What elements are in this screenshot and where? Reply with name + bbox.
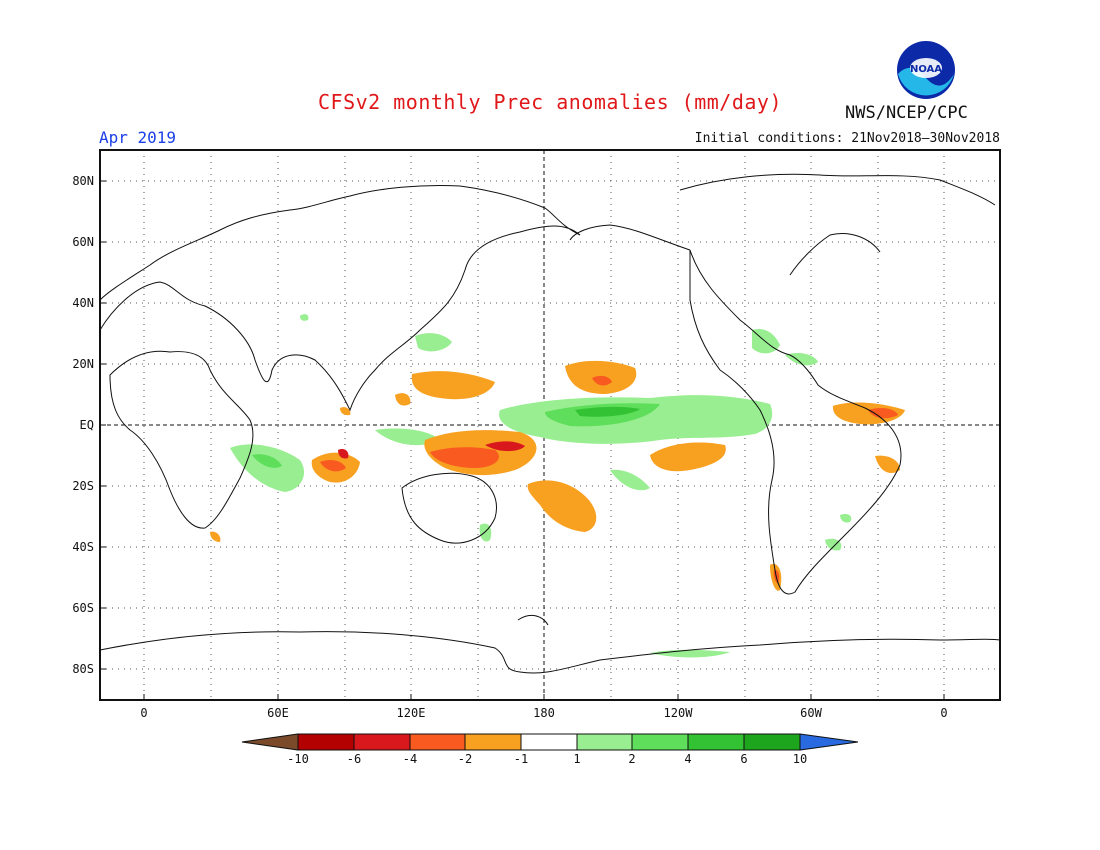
agency-label: NWS/NCEP/CPC bbox=[845, 103, 968, 123]
lat-label-40s: 40S bbox=[72, 540, 94, 554]
map-title: CFSv2 monthly Prec anomalies (mm/day) bbox=[317, 90, 783, 114]
colorbar-label: 6 bbox=[740, 752, 748, 766]
lat-label-60s: 60S bbox=[72, 601, 94, 615]
colorbar-label: 2 bbox=[628, 752, 636, 766]
lon-label-120e: 120E bbox=[396, 706, 426, 720]
coastlines bbox=[99, 173, 1001, 674]
colorbar bbox=[241, 733, 859, 751]
lat-label-80n: 80N bbox=[72, 174, 94, 188]
lat-label-60n: 60N bbox=[72, 235, 94, 249]
lon-label-0-east: 0 bbox=[940, 706, 948, 720]
colorbar-label: -4 bbox=[402, 752, 418, 766]
lat-label-eq: EQ bbox=[79, 418, 94, 432]
lat-label-20n: 20N bbox=[72, 357, 94, 371]
lat-label-40n: 40N bbox=[72, 296, 94, 310]
lon-label-0-west: 0 bbox=[140, 706, 148, 720]
colorbar-label: 1 bbox=[573, 752, 581, 766]
colorbar-arrow-low bbox=[241, 733, 299, 751]
noaa-logo-text: NOAA bbox=[910, 64, 942, 75]
colorbar-label: -2 bbox=[457, 752, 473, 766]
tick-marks bbox=[100, 180, 945, 700]
positive-anomalies bbox=[230, 314, 852, 658]
colorbar-label: -6 bbox=[346, 752, 362, 766]
lon-label-60w: 60W bbox=[800, 706, 822, 720]
colorbar-label: -1 bbox=[513, 752, 529, 766]
lon-label-60e: 60E bbox=[267, 706, 289, 720]
lon-label-120w: 120W bbox=[663, 706, 693, 720]
colorbar-label: -10 bbox=[287, 752, 309, 766]
colorbar-label: 4 bbox=[684, 752, 692, 766]
initial-conditions: Initial conditions: 21Nov2018–30Nov2018 bbox=[694, 131, 1000, 146]
colorbar-label: 10 bbox=[792, 752, 808, 766]
lat-label-80s: 80S bbox=[72, 662, 94, 676]
lon-label-180: 180 bbox=[533, 706, 555, 720]
forecast-month: Apr 2019 bbox=[99, 128, 177, 147]
colorbar-arrow-high bbox=[799, 733, 859, 751]
negative-anomalies bbox=[210, 360, 905, 591]
noaa-logo: NOAA bbox=[897, 41, 955, 99]
lat-label-20s: 20S bbox=[72, 479, 94, 493]
